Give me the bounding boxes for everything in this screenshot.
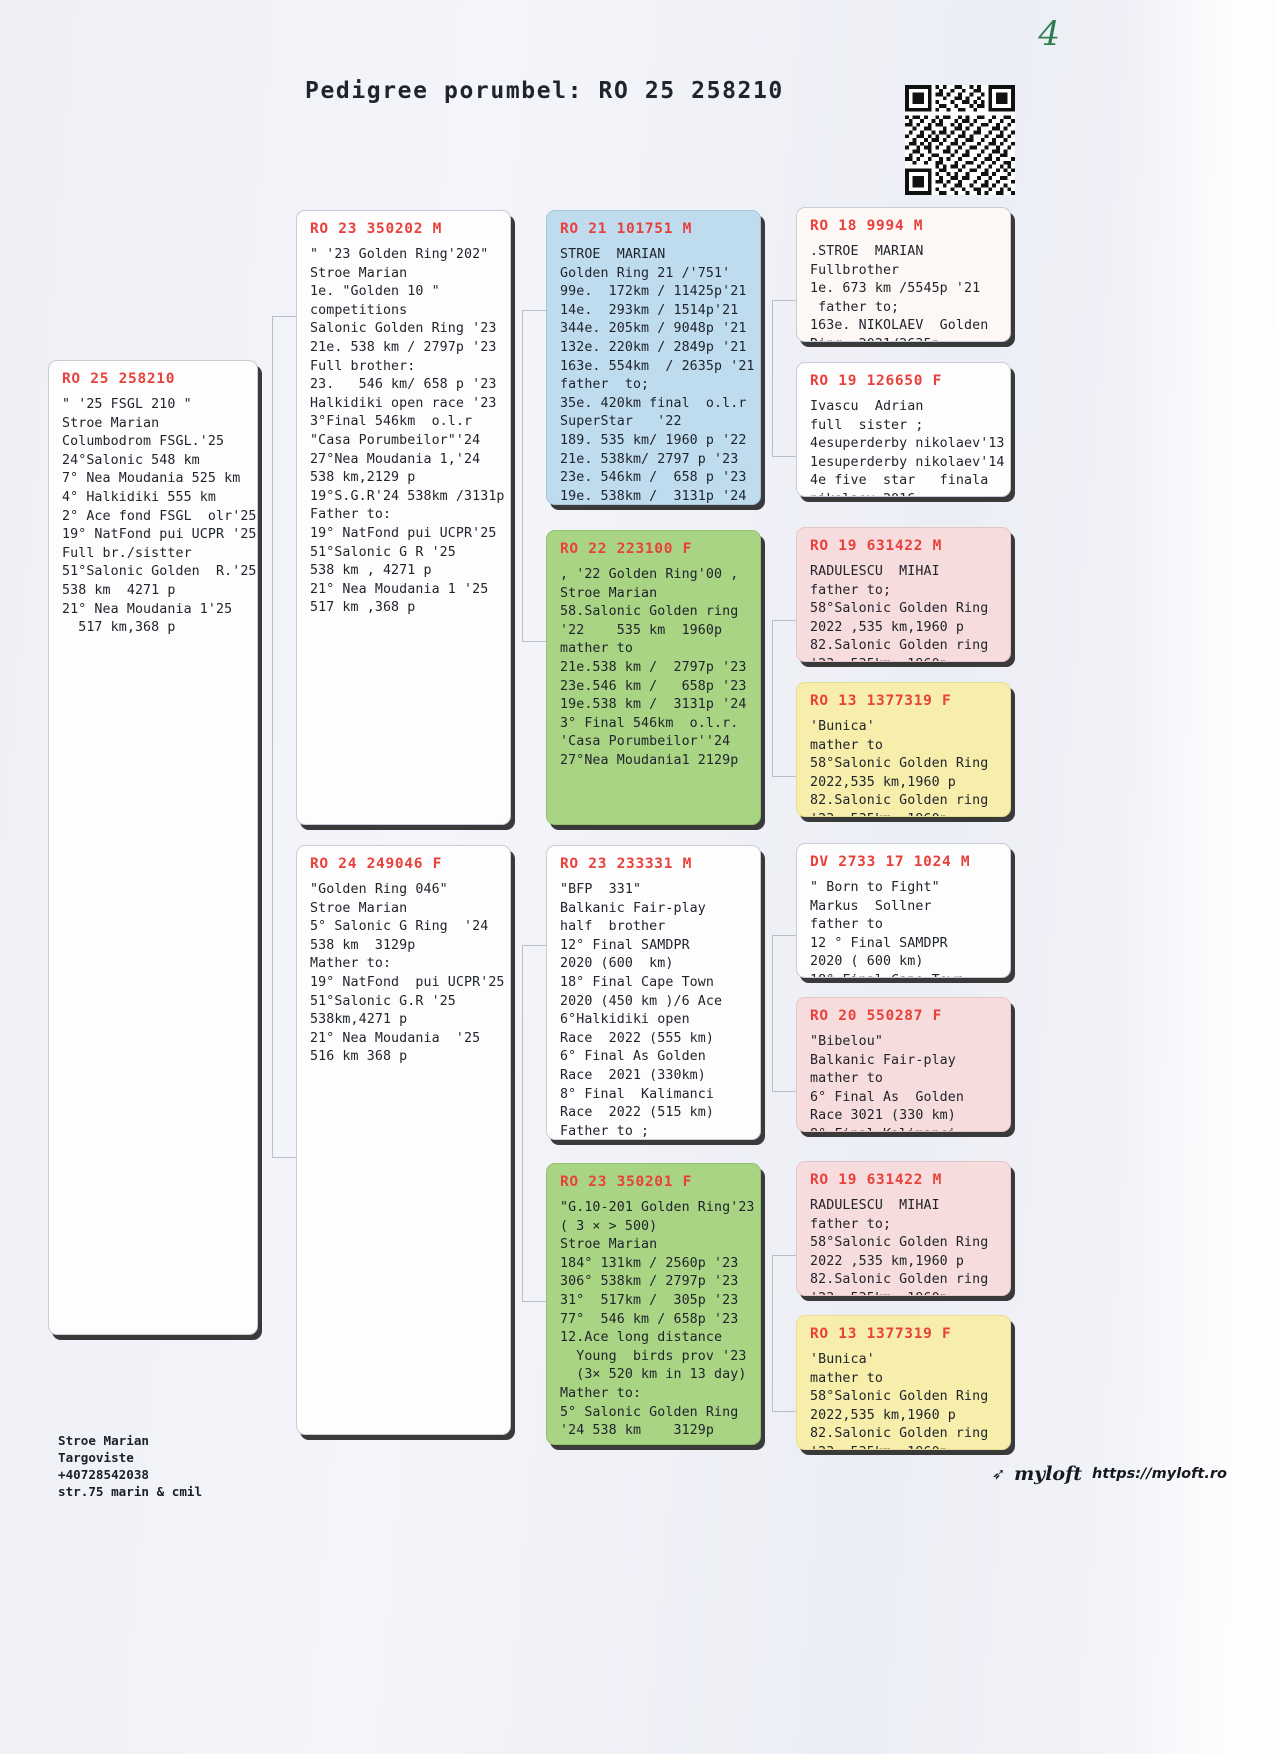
card-body: 'Bunica' mather to 58°Salonic Golden Rin… [810, 1352, 989, 1449]
pedigree-card-gen2-0[interactable]: RO 23 350202 M " '23 Golden Ring'202" St… [296, 210, 511, 825]
card-body: 'Bunica' mather to 58°Salonic Golden Rin… [810, 719, 989, 816]
connector-subject-gen2 [272, 316, 297, 1158]
connector-gen3a-gen4 [772, 300, 797, 457]
card-id: RO 13 1377319 F [810, 1326, 952, 1342]
card-body: "Bibelou" Balkanic Fair-play mather to 6… [810, 1034, 965, 1131]
card-id: RO 23 350201 F [560, 1174, 693, 1190]
connector-gen2a-gen3 [522, 310, 547, 642]
pedigree-card-gen4-6[interactable]: RO 19 631422 M RADULESCU MIHAI father to… [796, 1161, 1011, 1296]
card-id: RO 18 9994 M [810, 218, 924, 234]
card-id: DV 2733 17 1024 M [810, 854, 971, 870]
card-id: RO 24 249046 F [310, 856, 443, 872]
pedigree-card-gen3-3[interactable]: RO 23 350201 F "G.10-201 Golden Ring'23 … [546, 1163, 761, 1445]
brand-url[interactable]: https://myloft.ro [1092, 1466, 1227, 1482]
card-body: "G.10-201 Golden Ring'23 ( 3 × > 500) St… [560, 1200, 755, 1439]
card-id: RO 19 631422 M [810, 538, 943, 554]
card-id: RO 25 258210 [62, 371, 176, 387]
pedigree-card-gen4-2[interactable]: RO 19 631422 M RADULESCU MIHAI father to… [796, 527, 1011, 662]
signature-swoosh-icon: ➶ [992, 1462, 1005, 1486]
pedigree-card-gen3-1[interactable]: RO 22 223100 F , '22 Golden Ring'00 , St… [546, 530, 761, 825]
pedigree-card-gen4-4[interactable]: DV 2733 17 1024 M " Born to Fight" Marku… [796, 843, 1011, 978]
card-id: RO 19 631422 M [810, 1172, 943, 1188]
page-number: 4 [1038, 14, 1060, 54]
qr-code [905, 85, 1015, 195]
brand-footer: ➶ myloft https://myloft.ro [992, 1462, 1227, 1486]
card-body: .STROE MARIAN Fullbrother 1e. 673 km /55… [810, 244, 989, 341]
card-body: " '25 FSGL 210 " Stroe Marian Columbodro… [62, 397, 257, 636]
card-body: "BFP 331" Balkanic Fair-play half brothe… [560, 882, 723, 1139]
card-body: Ivascu Adrian full sister ; 4esuperderby… [810, 399, 1005, 496]
card-body: "Golden Ring 046" Stroe Marian 5° Saloni… [310, 882, 505, 1065]
card-id: RO 22 223100 F [560, 541, 693, 557]
pedigree-card-gen2-1[interactable]: RO 24 249046 F "Golden Ring 046" Stroe M… [296, 845, 511, 1435]
connector-gen2b-gen3 [522, 945, 547, 1302]
pedigree-card-gen3-2[interactable]: RO 23 233331 M "BFP 331" Balkanic Fair-p… [546, 845, 761, 1140]
card-body: STROE MARIAN Golden Ring 21 /'751' 99e. … [560, 247, 755, 504]
card-id: RO 20 550287 F [810, 1008, 943, 1024]
pedigree-card-gen4-5[interactable]: RO 20 550287 F "Bibelou" Balkanic Fair-p… [796, 997, 1011, 1132]
card-id: RO 21 101751 M [560, 221, 693, 237]
card-body: RADULESCU MIHAI father to; 58°Salonic Go… [810, 564, 989, 661]
card-body: , '22 Golden Ring'00 , Stroe Marian 58.S… [560, 567, 747, 768]
card-id: RO 13 1377319 F [810, 693, 952, 709]
connector-gen3c-gen4 [772, 935, 797, 1092]
card-id: RO 23 350202 M [310, 221, 443, 237]
connector-gen3d-gen4 [772, 1255, 797, 1412]
card-body: RADULESCU MIHAI father to; 58°Salonic Go… [810, 1198, 989, 1295]
card-id: RO 23 233331 M [560, 856, 693, 872]
connector-gen3b-gen4 [772, 620, 797, 777]
pedigree-card-subject[interactable]: RO 25 258210 " '25 FSGL 210 " Stroe Mari… [48, 360, 258, 1335]
pedigree-card-gen4-0[interactable]: RO 18 9994 M .STROE MARIAN Fullbrother 1… [796, 207, 1011, 342]
page-title: Pedigree porumbel: RO 25 258210 [305, 78, 784, 104]
pedigree-card-gen4-3[interactable]: RO 13 1377319 F 'Bunica' mather to 58°Sa… [796, 682, 1011, 817]
pedigree-card-gen4-7[interactable]: RO 13 1377319 F 'Bunica' mather to 58°Sa… [796, 1315, 1011, 1450]
card-body: " Born to Fight" Markus Sollner father t… [810, 880, 964, 977]
card-id: RO 19 126650 F [810, 373, 943, 389]
brand-name: myloft [1014, 1463, 1083, 1485]
card-body: " '23 Golden Ring'202" Stroe Marian 1e. … [310, 247, 505, 616]
footer-owner-info: Stroe Marian Targoviste +40728542038 str… [58, 1433, 203, 1499]
pedigree-card-gen3-0[interactable]: RO 21 101751 M STROE MARIAN Golden Ring … [546, 210, 761, 505]
pedigree-card-gen4-1[interactable]: RO 19 126650 F Ivascu Adrian full sister… [796, 362, 1011, 497]
